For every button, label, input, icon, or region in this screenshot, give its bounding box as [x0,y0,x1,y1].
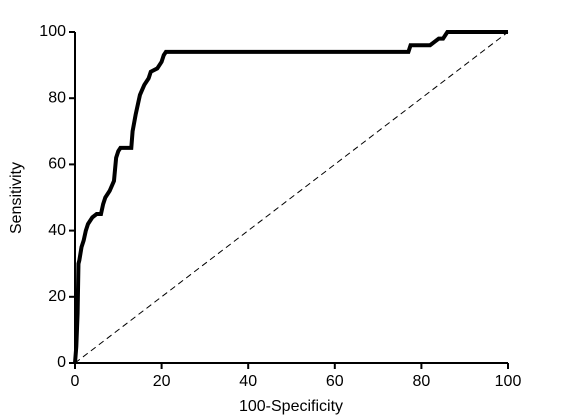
roc-curve [73,30,508,364]
x-tick-label: 40 [239,373,257,390]
x-tick-label: 100 [495,373,522,390]
y-tick-label: 20 [48,288,66,305]
reference-line [74,31,509,364]
y-tick-label: 40 [48,222,66,239]
x-tick-label: 80 [413,373,431,390]
x-tick-label: 20 [153,373,171,390]
y-tick-label: 60 [48,156,66,173]
x-tick-label: 60 [326,373,344,390]
y-tick-label: 100 [39,23,66,40]
x-axis-label: 100-Specificity [239,398,343,415]
x-tick-label: 0 [71,373,80,390]
y-tick-label: 0 [57,354,66,371]
y-tick-label: 80 [48,89,66,106]
y-axis-label: Sensitivity [8,162,25,234]
